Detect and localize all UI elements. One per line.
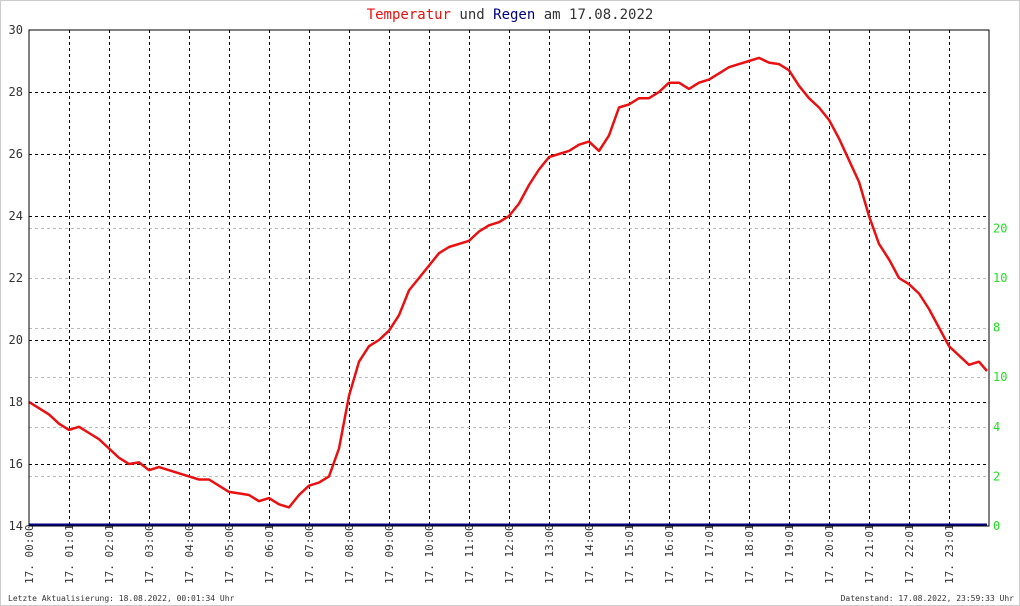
y-right-tick-label: 0 (993, 519, 1000, 533)
y-left-tick-label: 24 (9, 209, 23, 223)
x-tick-label: 17. 08:00 (343, 524, 356, 584)
x-axis-ticks: 17. 00:00 17. 01:01 17. 02:01 17. 03:00 17. … (23, 524, 956, 584)
x-tick-label: 17. 12:00 (503, 524, 516, 584)
title-date: am 17.08.2022 (535, 7, 653, 23)
y-left-tick-label: 26 (9, 147, 23, 161)
x-tick-label: 17. 18:01 (743, 524, 756, 584)
x-tick-label: 17. 13:00 (543, 524, 556, 584)
x-tick-label: 17. 20:01 (823, 524, 836, 584)
y-left-tick-label: 16 (9, 457, 23, 471)
x-tick-label: 17. 16:01 (663, 524, 676, 584)
y-left-tick-label: 20 (9, 333, 23, 347)
x-tick-label: 17. 04:00 (183, 524, 196, 584)
plot-border (28, 29, 990, 527)
temperature-series-line (28, 56, 988, 509)
x-tick-label: 17. 17:01 (703, 524, 716, 584)
x-tick-label: 17. 00:00 (23, 524, 36, 584)
x-tick-label: 17. 23:01 (943, 524, 956, 584)
x-tick-label: 17. 07:00 (303, 524, 316, 584)
title-und: und (451, 7, 493, 23)
y-right-tick-label: 4 (993, 420, 1000, 434)
title-regen: Regen (493, 7, 535, 23)
y-right-tick-label: 10 (993, 370, 1007, 384)
y-left-tick-label: 18 (9, 395, 23, 409)
x-tick-label: 17. 09:00 (383, 524, 396, 584)
x-tick-label: 17. 03:00 (143, 524, 156, 584)
x-tick-label: 17. 10:00 (423, 524, 436, 584)
y-right-tick-label: 8 (993, 321, 1000, 335)
x-tick-label: 17. 11:00 (463, 524, 476, 584)
x-tick-label: 17. 21:01 (863, 524, 876, 584)
y-left-tick-label: 28 (9, 85, 23, 99)
y-right-tick-label: 10 (993, 271, 1007, 285)
y-left-tick-label: 30 (9, 23, 23, 37)
y-left-tick-label: 22 (9, 271, 23, 285)
grid-lines (29, 30, 989, 526)
x-tick-label: 17. 01:01 (63, 524, 76, 584)
footer-last-update: Letzte Aktualisierung: 18.08.2022, 00:01… (8, 594, 235, 603)
x-tick-label: 17. 06:01 (263, 524, 276, 584)
title-temperatur: Temperatur (367, 7, 451, 23)
footer-data-status: Datenstand: 17.08.2022, 23:59:33 Uhr (841, 594, 1015, 603)
right-axis-ticks: 0 2 4 10 8 10 20 (993, 221, 1007, 533)
x-tick-label: 17. 02:01 (103, 524, 116, 584)
y-right-tick-label: 2 (993, 469, 1000, 483)
x-tick-label: 17. 05:00 (223, 524, 236, 584)
x-tick-label: 17. 15:01 (623, 524, 636, 584)
series-layer (28, 56, 988, 527)
y-right-tick-label: 20 (993, 221, 1007, 235)
x-tick-label: 17. 14:00 (583, 524, 596, 584)
chart-title: Temperatur und Regen am 17.08.2022 (367, 7, 654, 23)
y-left-tick-label: 14 (9, 519, 23, 533)
x-tick-label: 17. 19:01 (783, 524, 796, 584)
left-axis-ticks: 14 16 18 20 22 24 26 28 30 (9, 23, 23, 533)
x-tick-label: 17. 22:01 (903, 524, 916, 584)
